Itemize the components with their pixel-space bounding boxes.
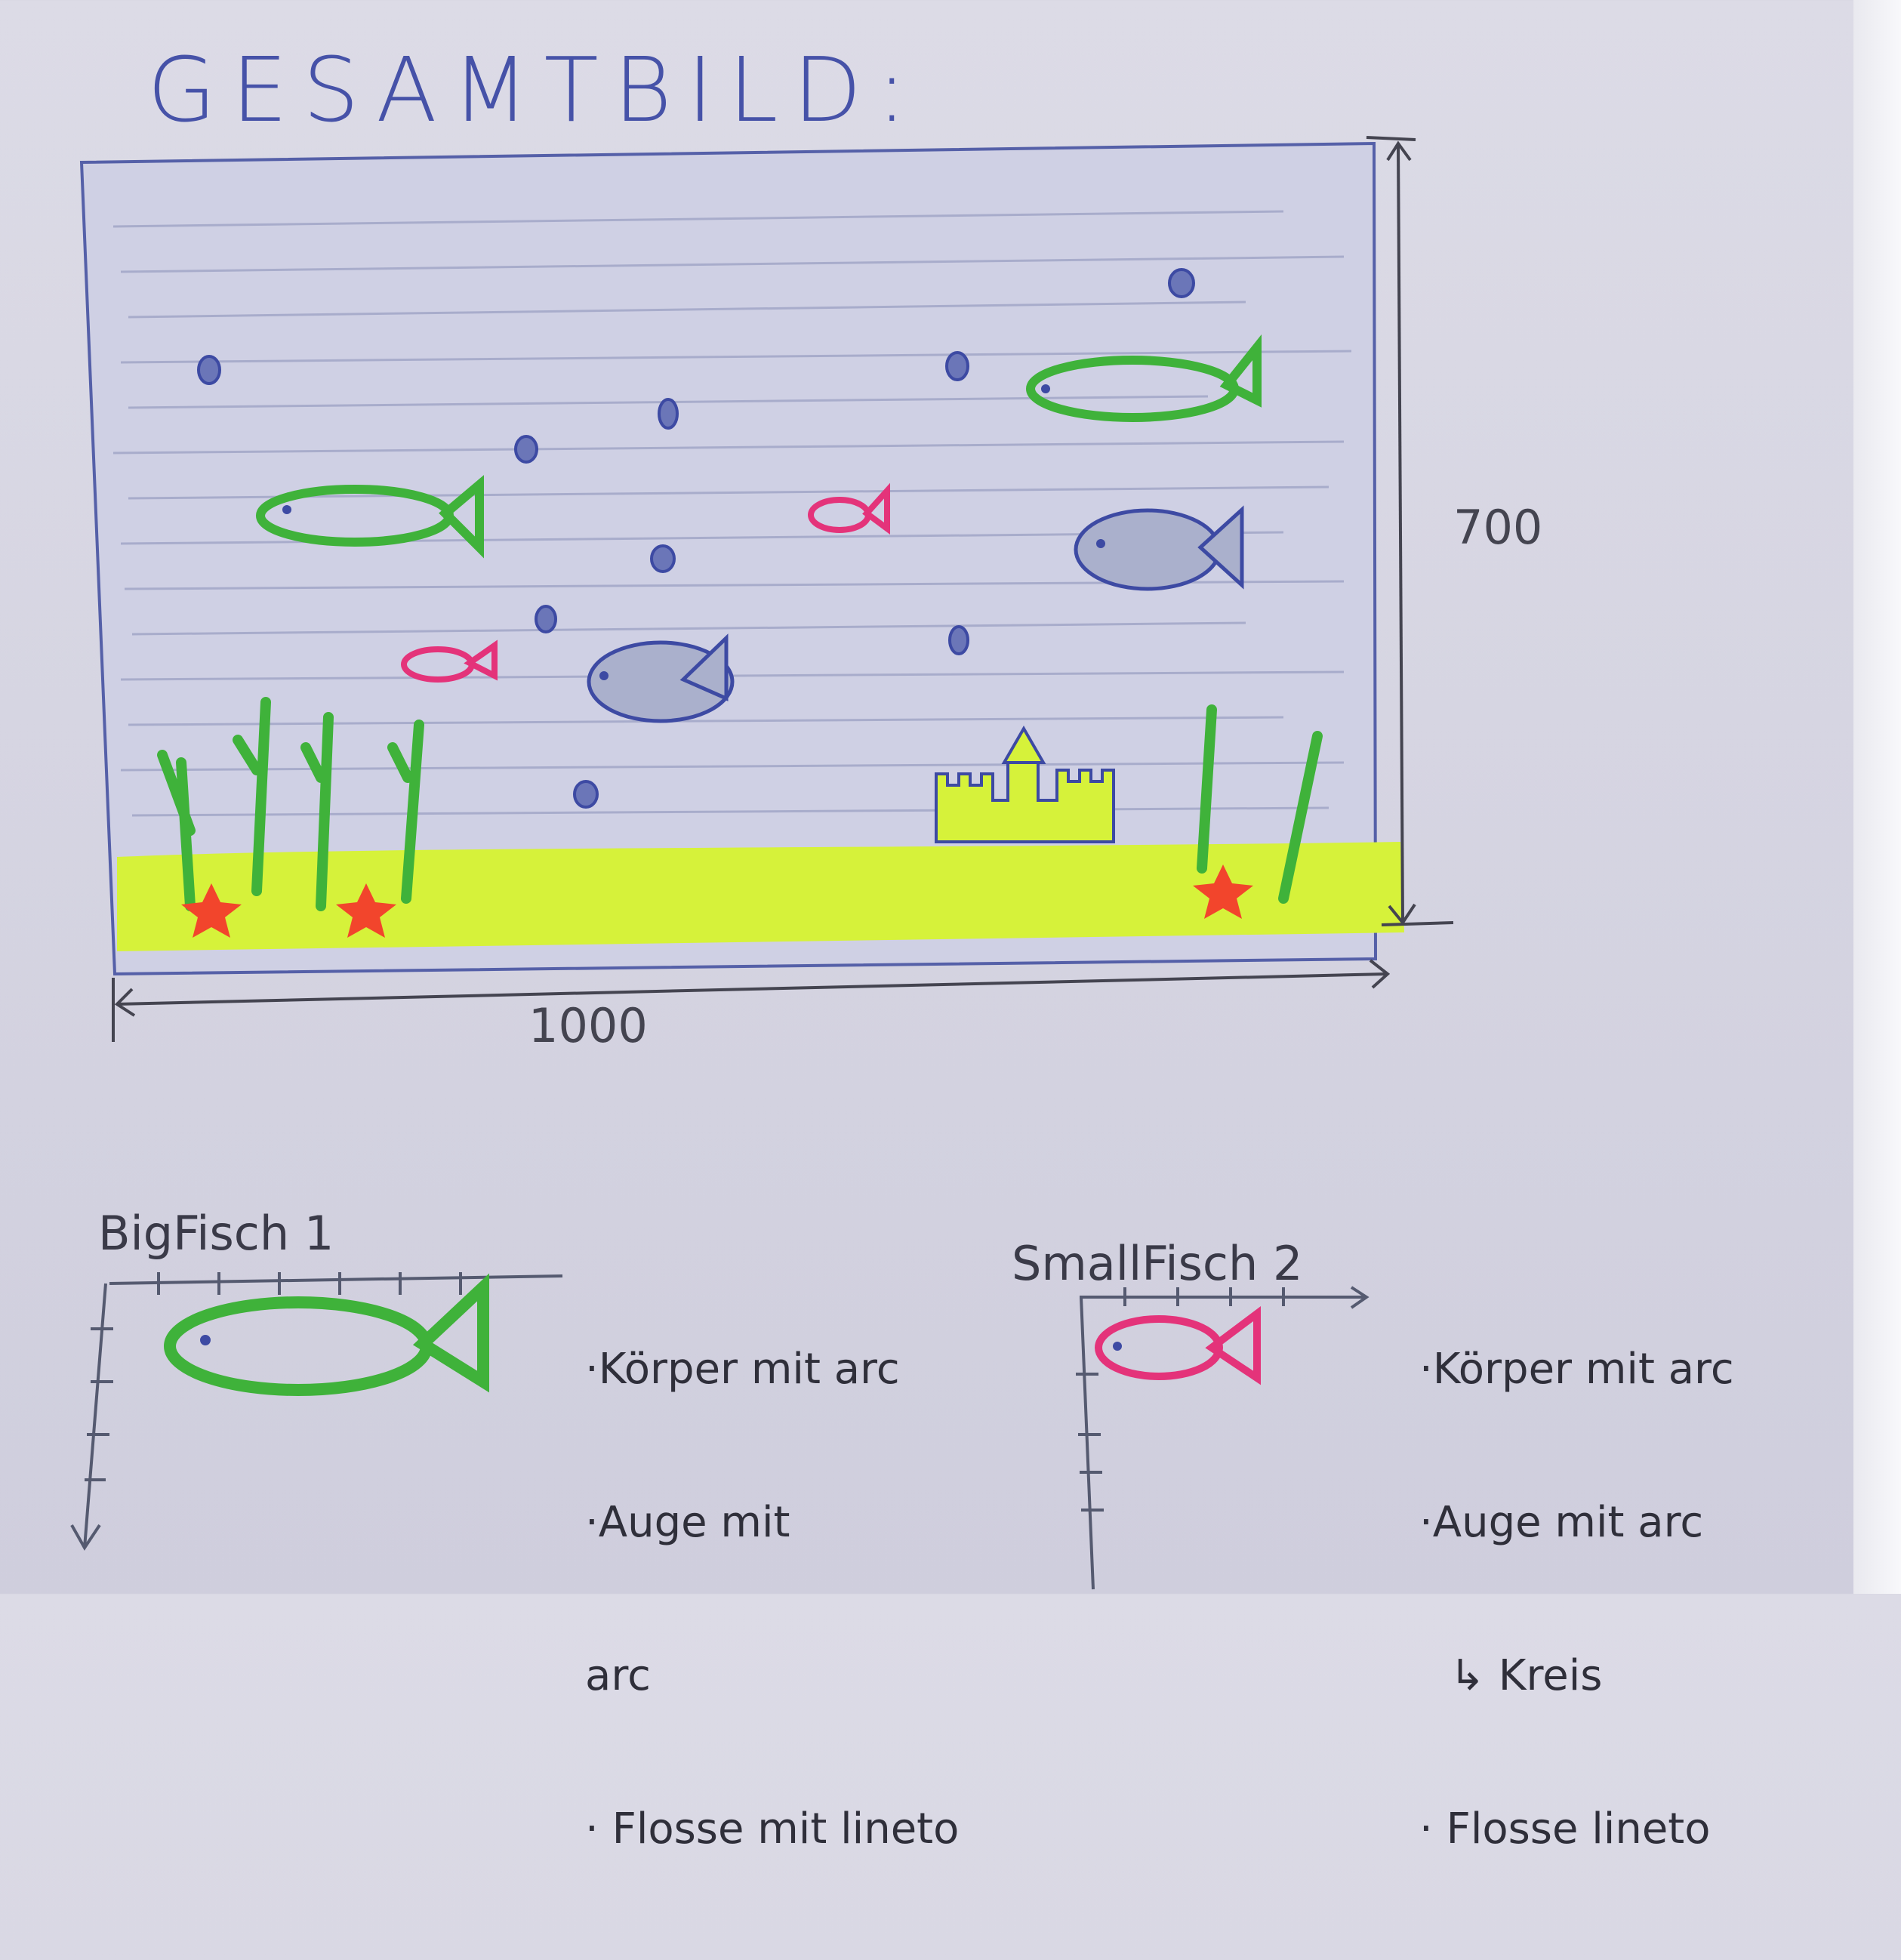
bubbles: [197, 268, 1195, 809]
big-fish-note-fin: · Flosse mit lineto: [585, 1804, 960, 1854]
plants-left: [157, 697, 424, 911]
page-title: GESAMTBILD:: [147, 38, 923, 142]
small-fish-notes: ·Körper mit arc ·Auge mit arc ↳ Kreis · …: [1419, 1253, 1734, 1958]
small-fish-axes: [1076, 1286, 1370, 1590]
grey-fish-1: [587, 633, 735, 723]
starfish: [181, 864, 1253, 938]
small-fish-note-body: ·Körper mit arc: [1419, 1345, 1734, 1394]
small-fish-note-eye: ·Auge mit arc: [1419, 1497, 1704, 1547]
sketch-page: GESAMTBILD: 1000 700 BigFisch 1 SmallFis…: [70, 0, 1901, 1852]
small-fish-label: SmallFisch 2: [1012, 1236, 1303, 1291]
big-fish-note-body: ·Körper mit arc: [585, 1345, 900, 1394]
big-fish-note-eye: ·Auge mit: [585, 1497, 790, 1547]
dimension-arrows: [112, 136, 1454, 1042]
big-fish-detail: [164, 1273, 489, 1396]
grey-fish-2: [1074, 505, 1244, 591]
small-fish-note-fin: · Flosse lineto: [1419, 1804, 1711, 1854]
small-fish-note-circle: ↳ Kreis: [1450, 1650, 1603, 1700]
width-dimension-label: 1000: [528, 998, 648, 1053]
sketch-drawing: [70, 136, 1454, 1590]
green-fish-2: [1026, 334, 1262, 422]
sand-floor: [117, 842, 1404, 951]
castle: [935, 726, 1115, 843]
height-dimension-label: 700: [1453, 500, 1543, 555]
green-fish-1: [256, 475, 484, 559]
paper-edge: [1853, 0, 1901, 1594]
big-fish-notes: ·Körper mit arc ·Auge mit arc · Flosse m…: [585, 1253, 959, 1958]
pink-fish-1: [808, 482, 890, 535]
small-fish-detail: [1095, 1306, 1261, 1385]
plants-right: [1197, 704, 1323, 904]
big-fish-axes: [70, 1272, 563, 1551]
big-fish-note-eye-arc: arc: [585, 1650, 651, 1700]
pink-fish-2: [401, 639, 498, 683]
big-fish-label: BigFisch 1: [98, 1206, 334, 1261]
